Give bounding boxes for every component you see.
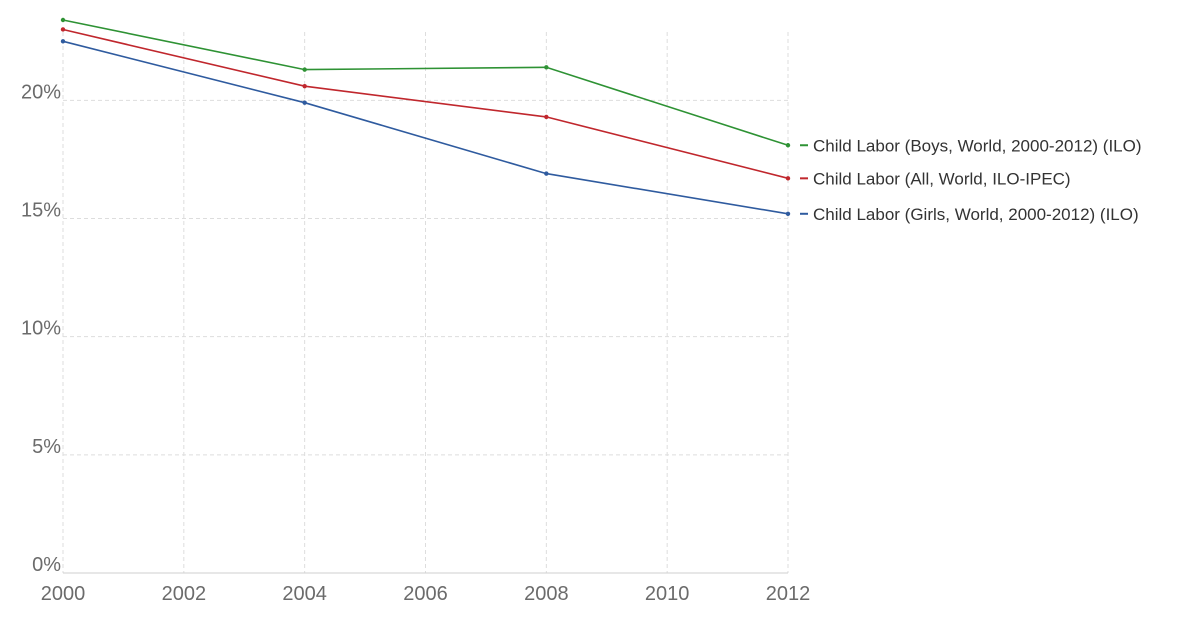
axes: 0% 5% 10% 15% 20% 2000 2002 2004 2006 2008 2010 201… [21, 81, 810, 605]
grid [62, 32, 789, 573]
x-tick-label: 2012 [766, 583, 811, 605]
data-point [785, 176, 791, 181]
series-group [60, 39, 791, 216]
y-tick-label: 15% [21, 200, 61, 222]
x-tick-label: 2008 [524, 583, 569, 605]
series-lines [60, 17, 791, 216]
data-point [785, 143, 791, 148]
data-point [302, 100, 307, 105]
legend-entry: Child Labor (All, World, ILO-IPEC) [800, 169, 1071, 188]
data-point [302, 67, 307, 72]
y-tick-label: 0% [32, 554, 61, 576]
legend-label: Child Labor (Girls, World, 2000-2012) (I… [813, 205, 1139, 224]
x-tick-label: 2004 [282, 583, 327, 605]
y-tick-label: 20% [21, 81, 61, 103]
legend-label: Child Labor (Boys, World, 2000-2012) (IL… [813, 136, 1142, 155]
series-line [62, 19, 789, 147]
x-tick-label: 2010 [645, 583, 690, 605]
series-line [62, 40, 789, 215]
legend-label: Child Labor (All, World, ILO-IPEC) [813, 169, 1071, 188]
y-tick-label: 5% [32, 436, 61, 458]
legend: Child Labor (Boys, World, 2000-2012) (IL… [800, 136, 1142, 224]
data-point [302, 83, 307, 89]
data-point [60, 39, 66, 44]
data-point [785, 211, 791, 216]
series-group [60, 27, 791, 181]
data-point [544, 171, 549, 176]
legend-entry: Child Labor (Boys, World, 2000-2012) (IL… [800, 136, 1142, 155]
x-tick-label: 2002 [162, 583, 207, 605]
data-point [544, 65, 549, 70]
legend-entry: Child Labor (Girls, World, 2000-2012) (I… [800, 205, 1139, 224]
series-group [60, 17, 791, 148]
series-line [62, 28, 789, 180]
data-point [544, 114, 549, 120]
data-point [60, 17, 66, 23]
y-tick-label: 10% [21, 318, 61, 340]
x-tick-label: 2006 [403, 583, 448, 605]
data-point [60, 27, 66, 32]
x-tick-label: 2000 [41, 583, 86, 605]
